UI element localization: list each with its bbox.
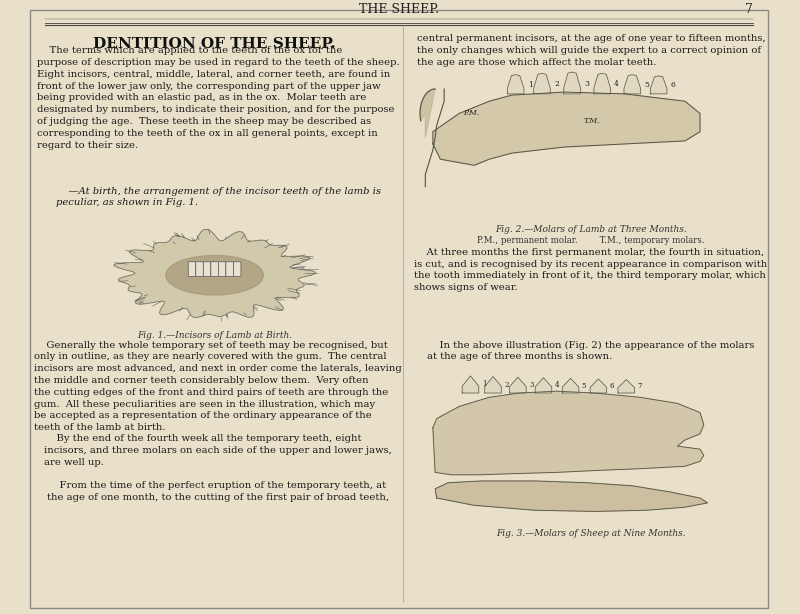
FancyBboxPatch shape bbox=[234, 262, 241, 276]
Text: T.M.: T.M. bbox=[583, 117, 600, 125]
Polygon shape bbox=[507, 75, 524, 94]
Text: P.M.: P.M. bbox=[463, 109, 479, 117]
Polygon shape bbox=[564, 72, 580, 94]
FancyBboxPatch shape bbox=[188, 262, 196, 276]
Text: Fig. 1.—Incisors of Lamb at Birth.: Fig. 1.—Incisors of Lamb at Birth. bbox=[137, 332, 292, 340]
Text: 3: 3 bbox=[584, 80, 589, 88]
Polygon shape bbox=[650, 76, 667, 94]
Polygon shape bbox=[562, 378, 579, 393]
Polygon shape bbox=[624, 75, 641, 94]
FancyBboxPatch shape bbox=[203, 262, 211, 276]
Polygon shape bbox=[435, 481, 707, 511]
Text: DENTITION OF THE SHEEP.: DENTITION OF THE SHEEP. bbox=[94, 37, 336, 51]
Text: 4: 4 bbox=[614, 80, 619, 88]
Text: Fig. 3.—Molars of Sheep at Nine Months.: Fig. 3.—Molars of Sheep at Nine Months. bbox=[496, 529, 686, 537]
Text: The terms which are applied to the teeth of the ox for the
purpose of descriptio: The terms which are applied to the teeth… bbox=[37, 46, 400, 150]
Polygon shape bbox=[420, 89, 435, 138]
Text: Fig. 2.—Molars of Lamb at Three Months.: Fig. 2.—Molars of Lamb at Three Months. bbox=[495, 225, 686, 233]
Text: central permanent incisors, at the age of one year to fifteen months,
the only c: central permanent incisors, at the age o… bbox=[417, 34, 766, 67]
Polygon shape bbox=[433, 391, 704, 475]
Text: By the end of the fourth week all the temporary teeth, eight
incisors, and three: By the end of the fourth week all the te… bbox=[45, 434, 392, 467]
Text: In the above illustration (Fig. 2) the appearance of the molars
at the age of th: In the above illustration (Fig. 2) the a… bbox=[427, 341, 754, 362]
Polygon shape bbox=[433, 92, 700, 165]
FancyBboxPatch shape bbox=[226, 262, 234, 276]
Text: 4: 4 bbox=[554, 381, 559, 389]
Text: 7: 7 bbox=[745, 2, 753, 16]
Text: 2: 2 bbox=[554, 80, 559, 88]
Text: At three months the first permanent molar, the fourth in situation,
is cut, and : At three months the first permanent mola… bbox=[414, 247, 767, 292]
Text: 3: 3 bbox=[529, 381, 534, 389]
Text: 5: 5 bbox=[582, 382, 586, 390]
Polygon shape bbox=[534, 74, 550, 94]
Polygon shape bbox=[166, 255, 263, 295]
Text: 1: 1 bbox=[482, 381, 486, 389]
FancyBboxPatch shape bbox=[196, 262, 203, 276]
Text: —At birth, the arrangement of the incisor teeth of the lamb is
peculiar, as show: —At birth, the arrangement of the inciso… bbox=[56, 187, 381, 208]
Text: 2: 2 bbox=[504, 381, 509, 389]
Text: 1: 1 bbox=[528, 80, 533, 89]
Text: THE SHEEP.: THE SHEEP. bbox=[359, 2, 439, 16]
Polygon shape bbox=[590, 379, 606, 393]
Text: 6: 6 bbox=[610, 382, 614, 390]
Polygon shape bbox=[462, 376, 478, 393]
FancyBboxPatch shape bbox=[218, 262, 226, 276]
FancyBboxPatch shape bbox=[211, 262, 218, 276]
Polygon shape bbox=[618, 379, 634, 393]
Text: 7: 7 bbox=[638, 383, 642, 391]
Polygon shape bbox=[485, 376, 502, 393]
Polygon shape bbox=[510, 377, 526, 393]
Polygon shape bbox=[114, 230, 315, 317]
Polygon shape bbox=[535, 378, 552, 393]
Polygon shape bbox=[594, 74, 610, 94]
Text: 5: 5 bbox=[644, 80, 649, 89]
Text: From the time of the perfect eruption of the temporary teeth, at
the age of one : From the time of the perfect eruption of… bbox=[47, 481, 390, 502]
Text: P.M., permanent molar.        T.M., temporary molars.: P.M., permanent molar. T.M., temporary m… bbox=[477, 236, 705, 244]
Text: 6: 6 bbox=[670, 81, 675, 90]
Text: Generally the whole temporary set of teeth may be recognised, but
only in outlin: Generally the whole temporary set of tee… bbox=[34, 341, 402, 432]
